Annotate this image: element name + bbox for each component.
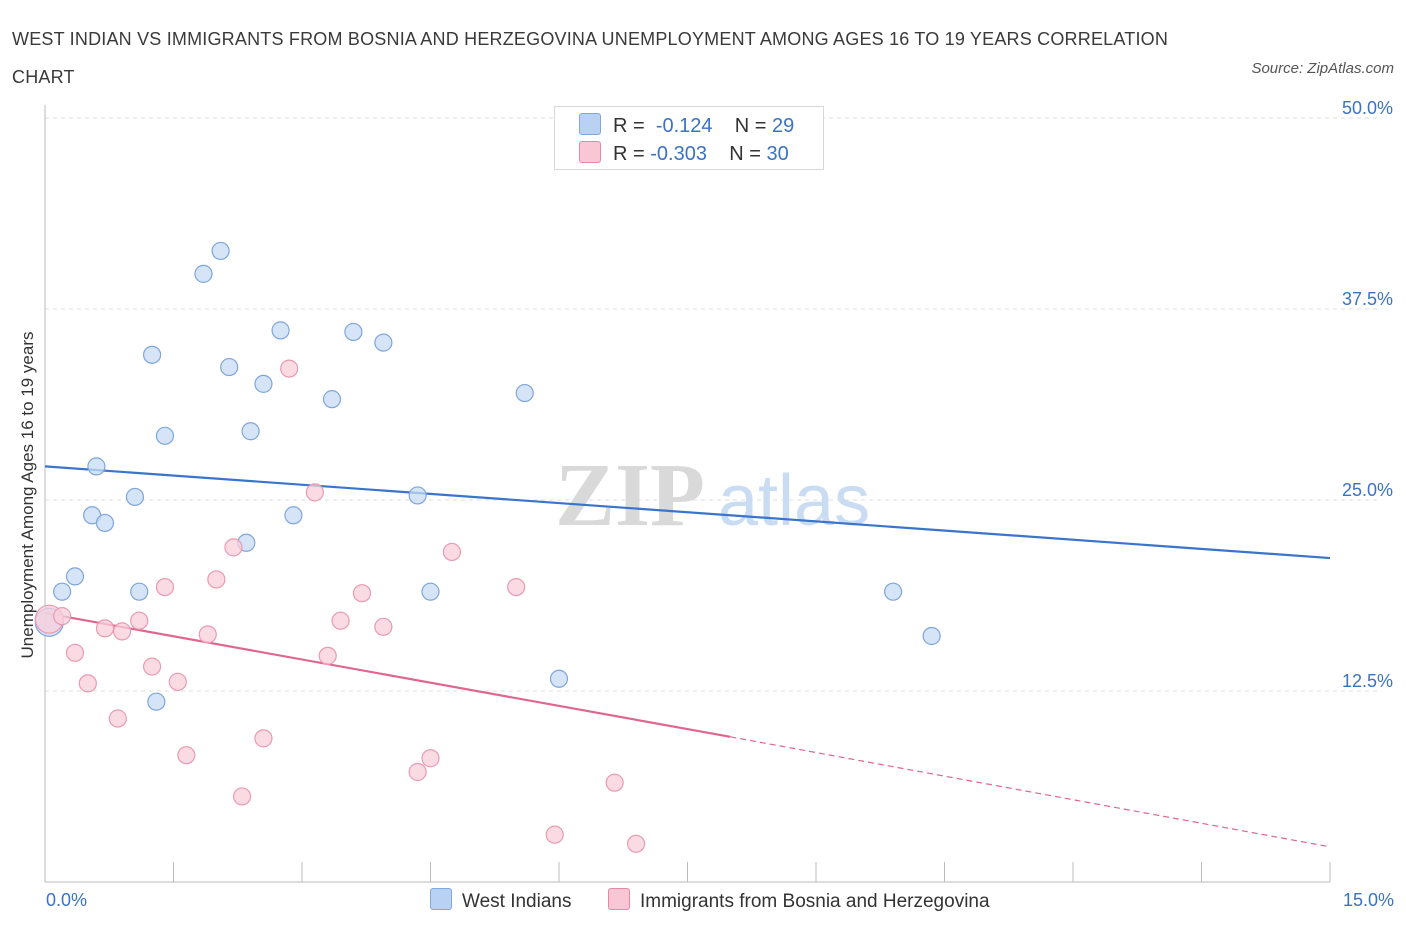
data-points (34, 241, 941, 853)
legend-label: West Indians (462, 891, 572, 912)
bosnia-point (168, 672, 187, 691)
bosnia-point (408, 762, 427, 782)
west-indians-point (922, 626, 941, 646)
bosnia-point (280, 359, 299, 378)
west-indians-point (142, 345, 162, 364)
watermark-zip: ZIP (555, 446, 705, 545)
west-indians-point (53, 582, 72, 601)
trend-line-bosnia (44, 611, 731, 738)
x-tick-max: 15.0% (1342, 890, 1394, 910)
n-value: 30 (766, 143, 789, 165)
bosnia-point (507, 577, 526, 597)
axes (44, 105, 1331, 883)
west-indians-point (549, 669, 569, 688)
y-tick-label: 25.0% (1342, 480, 1393, 500)
bosnia-point (207, 570, 226, 589)
trend-line-west-indians (44, 465, 1331, 560)
y-tick-label: 50.0% (1342, 98, 1393, 118)
west-indians-point (374, 333, 393, 352)
bosnia-point (545, 825, 564, 844)
west-indians-point (65, 567, 85, 586)
bosnia-point (95, 619, 115, 638)
west-indians-point (95, 513, 115, 533)
west-indians-point (87, 457, 106, 476)
west-indians-point (241, 422, 260, 441)
grid-lines (45, 117, 1380, 692)
r-value: -0.124 (655, 115, 713, 137)
stats-row-bosnia: R = -0.303 N = 30 (579, 141, 789, 166)
y-tick-label: 12.5% (1342, 671, 1393, 691)
bosnia-point (142, 657, 162, 676)
west-indians-point (284, 506, 303, 525)
west-indians-point (130, 582, 149, 601)
source-label: Source: ZipAtlas.com (1251, 60, 1394, 77)
bosnia-point (605, 773, 624, 792)
n-label: N = (734, 115, 767, 137)
bosnia-point (112, 622, 132, 641)
west-indians-point (194, 264, 213, 283)
y-tick-label: 37.5% (1342, 289, 1393, 309)
bosnia-point (65, 643, 85, 662)
y-tick-labels: 12.5% 25.0% 37.5% 50.0% (1342, 98, 1393, 691)
bosnia-point (108, 709, 127, 728)
west-indians-point (344, 322, 363, 342)
bosnia-point (130, 611, 149, 630)
legend-swatch (430, 888, 452, 910)
bosnia-point (78, 674, 97, 693)
watermark: ZIP atlas (555, 446, 870, 545)
n-value: 29 (772, 115, 795, 137)
bosnia-point (155, 577, 175, 597)
watermark-atlas: atlas (718, 461, 870, 541)
bosnia-point (626, 834, 646, 853)
west-indians-point (220, 357, 239, 377)
x-tick-min: 0.0% (46, 890, 88, 910)
bosnia-point (318, 646, 337, 665)
bosnia-point (177, 746, 196, 765)
trend-lines (44, 465, 1331, 848)
west-indians-swatch (579, 113, 601, 135)
bosnia-point (331, 611, 350, 630)
stats-row-west-indians: R = -0.124 N = 29 (579, 113, 794, 138)
bosnia-point (421, 749, 440, 768)
chart-title: WEST INDIAN VS IMMIGRANTS FROM BOSNIA AN… (12, 29, 1169, 87)
west-indians-point (883, 582, 903, 601)
legend-swatch (608, 888, 630, 910)
legend-bosnia: Immigrants from Bosnia and Herzegovina (608, 888, 990, 913)
n-label: N = (729, 143, 761, 165)
bosnia-point (374, 617, 393, 636)
bosnia-point (198, 625, 217, 644)
west-indians-point (271, 321, 290, 340)
west-indians-point (254, 374, 273, 393)
trend-line-extension (730, 736, 1331, 848)
west-indians-point (421, 582, 440, 601)
bosnia-point (305, 483, 324, 502)
bosnia-point (224, 538, 243, 557)
bosnia-point (254, 729, 273, 748)
west-indians-point (515, 383, 534, 403)
west-indians-point (155, 426, 175, 445)
r-value: -0.303 (650, 143, 707, 165)
bosnia-point (352, 584, 372, 603)
y-axis-label: Unemployment Among Ages 16 to 19 years (18, 331, 37, 659)
west-indians-point (408, 486, 427, 505)
west-indians-point (147, 692, 166, 711)
bosnia-swatch (579, 141, 601, 163)
west-indians-point (211, 241, 230, 261)
legend-west-indians: West Indians (430, 888, 571, 913)
legend-label: Immigrants from Bosnia and Herzegovina (640, 891, 990, 912)
bosnia-point (442, 542, 462, 562)
bosnia-point (232, 787, 252, 806)
west-indians-point (322, 390, 342, 409)
stats-box: R = -0.124 N = 29 R = -0.303 N = 30 (554, 106, 824, 170)
r-label: R = (613, 115, 645, 137)
west-indians-point (125, 487, 145, 507)
r-label: R = (613, 143, 645, 165)
bosnia-point (53, 607, 72, 626)
